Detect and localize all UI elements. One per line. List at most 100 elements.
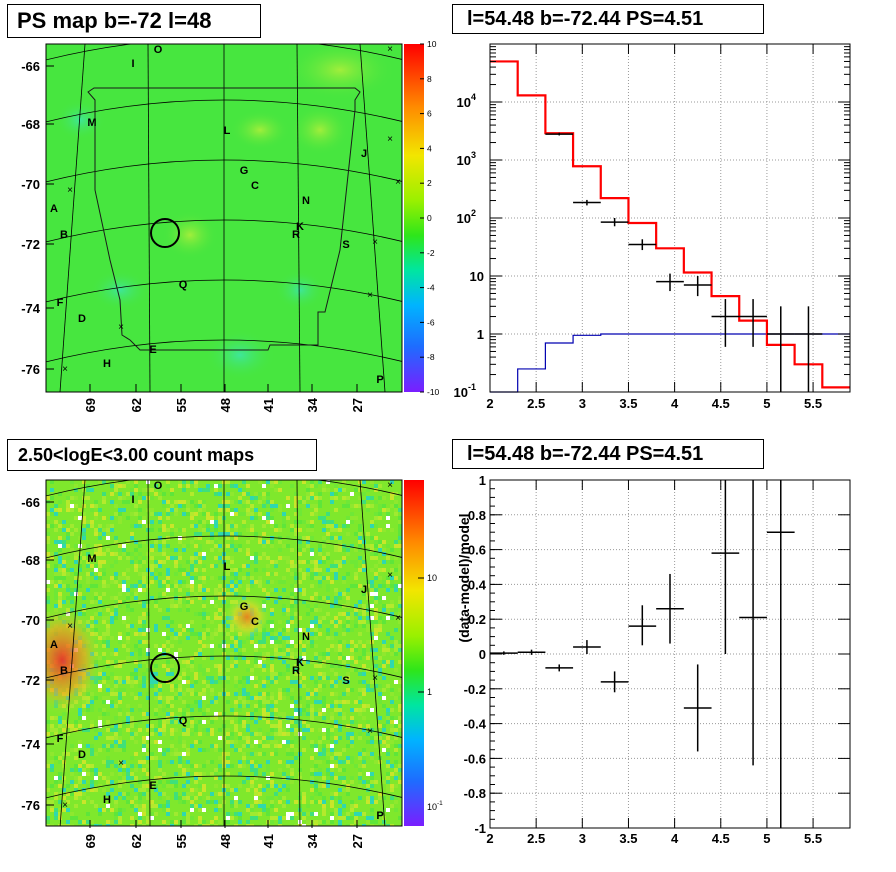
spectrum-x-tick-label: 3.5 [619,396,637,411]
ps-y-tick-label: -74 [21,301,41,316]
residual-data-point [628,605,657,646]
count-y-tick-label: -74 [21,737,41,752]
ps-colorbar-tick: -10 [427,387,440,397]
count-lat-line [46,480,402,497]
residual-data-point [683,664,712,752]
residual-y-tick-label: 0.4 [468,577,487,592]
count-source-label-m: M [87,553,96,565]
count-lon-line [0,480,20,828]
count-source-label-q: Q [179,715,188,727]
ps-map-frame [45,43,403,393]
ps-colorbar-tick: -6 [427,317,435,327]
ps-source-label-i: I [131,58,134,70]
count-lon-line [359,480,386,826]
spectrum-y-tick-label: 103 [457,150,476,168]
spectrum-x-tick-label: 2 [486,396,493,411]
spectrum-x-tick-label: 5.5 [804,396,822,411]
residual-y-tick-label: -0.2 [464,682,486,697]
ps-source-label-d: D [78,313,86,325]
count-colorbar [404,480,424,826]
spectrum-x-tick-label: 4 [671,396,679,411]
residual-x-tick-label: 4.5 [712,831,730,846]
ps-source-label-m: M [87,117,96,129]
residual-data-point [766,480,795,828]
ps-y-tick-label: -68 [21,117,40,132]
ps-colorbar-tick: 10 [427,39,437,49]
count-lat-line [46,775,402,799]
ps-source-label-g: G [240,165,249,177]
ps-y-tick-label: -72 [21,237,40,252]
ps-source-label-e: E [149,344,156,356]
count-source-label-b: B [60,665,68,677]
spectrum-y-tick-label: 104 [457,92,476,110]
ps-colorbar-tick: 6 [427,109,432,119]
count-lat-line [46,655,402,679]
ps-x-tick-label: 48 [218,398,233,412]
count-source-label-k: K [296,657,304,669]
spectrum-data-point [766,306,795,392]
ps-source-label-j: J [361,148,367,160]
residual-x-tick-label: 3.5 [619,831,637,846]
residual-x-tick-label: 5 [763,831,770,846]
residual-data-point [517,649,546,655]
residual-ylabel: (data-model)/model [456,513,472,642]
count-y-tick-label: -68 [21,553,40,568]
residual-x-tick-label: 3 [579,831,586,846]
count-y-tick-label: -76 [21,798,40,813]
spectrum-data-point [545,132,574,136]
count-source-label-n: N [302,631,310,643]
residual-title: l=54.48 b=-72.44 PS=4.51 [452,439,764,469]
count-source-label-g: G [240,601,249,613]
target-ps-circle-counts [150,653,180,683]
count-map-title: 2.50<logE<3.00 count maps [7,439,317,471]
count-lat-line [46,535,402,559]
residual-y-tick-label: -0.6 [464,751,486,766]
ps-lat-line [46,99,402,123]
model-histogram [490,60,850,389]
ps-source-label-q: Q [179,279,188,291]
ps-source-label-o: O [154,44,163,56]
count-source-cross: × [67,621,73,632]
residual-panel: 2 2.5 3 3.5 4 4.5 5 5.5 1 0.8 0.6 0.4 0.2 0 -0.2 -0.4 -0… [456,473,851,846]
residual-data-point [545,664,574,672]
count-source-label-c: C [251,616,259,628]
ps-source-cross: × [387,44,393,55]
ps-source-label-c: C [251,180,259,192]
ps-source-cross: × [118,322,124,333]
spectrum-data-point [573,199,601,206]
residual-y-tick-label: 0.2 [468,612,486,627]
ps-x-tick-label: 34 [305,397,320,412]
count-x-tick-label: 55 [174,834,189,848]
ps-lon-line [147,44,151,392]
ps-source-label-b: B [60,229,68,241]
count-source-cross: × [395,613,401,624]
count-source-cross: × [62,800,68,811]
count-source-cross: × [367,726,373,737]
spectrum-x-tick-label: 3 [579,396,586,411]
residual-data-point [711,480,740,654]
spectrum-x-tick-label: 5 [763,396,770,411]
residual-y-tick-label: 1 [479,473,486,488]
ps-y-tick-label: -66 [21,59,40,74]
ps-source-label-l: L [224,125,231,137]
count-lat-line [46,595,402,619]
ps-colorbar-tick: -2 [427,248,435,258]
count-lon-line [147,480,151,826]
ps-x-tick-label: 62 [129,398,144,412]
spectrum-y-tick-label: 1 [477,327,484,342]
residual-data-point [490,651,518,655]
count-y-tick-label: -66 [21,495,40,510]
count-source-label-s: S [342,675,349,687]
count-source-label-e: E [149,780,156,792]
ps-source-cross: × [395,177,401,188]
count-lat-line [46,715,402,739]
ps-y-tick-label: -70 [21,177,40,192]
ps-colorbar [404,44,424,392]
ps-lon-line [296,44,301,392]
count-map-panel: O I M L J GC A N B KR S Q F D E H P × × × × × × × × -66 -68 -70 -72… [0,479,443,848]
ps-y-tick-label: -76 [21,362,40,377]
residual-data-point [656,573,684,644]
residual-x-tick-label: 2 [486,831,493,846]
residual-x-tick-label: 5.5 [804,831,822,846]
